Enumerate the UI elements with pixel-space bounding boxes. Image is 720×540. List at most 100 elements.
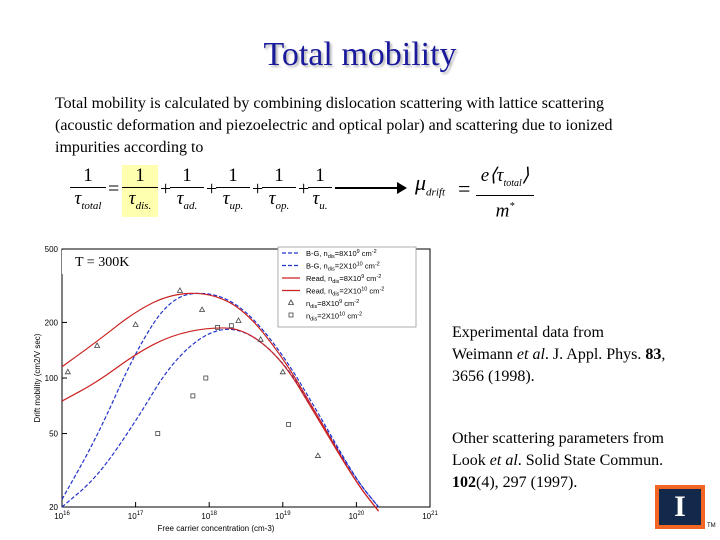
legend-box <box>277 246 417 328</box>
legend-entry-label: ndis=8X109 cm-2 <box>306 299 359 310</box>
logo-letter: I <box>674 490 686 523</box>
numerator: e⟨τtotal⟩ <box>480 165 530 189</box>
data-point-square <box>215 325 220 330</box>
tau-subscript: ad. <box>183 199 198 212</box>
legend-entry-label: ndis=2X1010 cm-2 <box>306 312 362 323</box>
data-point-triangle <box>64 368 72 375</box>
temperature-label: T = 300K <box>75 255 129 270</box>
y-tick-label: 100 <box>45 374 59 383</box>
mobility-subscript: drift <box>426 186 445 199</box>
mobility-chart: 20 50 100 200 500 1016 1017 1018 1019 1020 1021 Fre… <box>33 245 438 533</box>
slide-title: Total mobility <box>263 36 457 73</box>
data-point-square <box>190 393 196 399</box>
data-point-triangle <box>176 287 184 293</box>
data-point-triangle <box>93 342 101 348</box>
note-experimental: Experimental data from Weimann et al. J.… <box>452 322 712 388</box>
plus-sign: + <box>206 178 218 200</box>
y-tick-label: 200 <box>45 318 59 327</box>
note-parameters: Other scattering parameters from Look et… <box>452 428 712 494</box>
x-axis-label: Free carrier concentration (cm-3) <box>158 524 275 533</box>
data-point-square <box>203 375 209 381</box>
data-point-square <box>155 431 161 436</box>
tau-symbol: τ <box>268 188 276 209</box>
tau-symbol: τ <box>312 188 320 209</box>
frac-acoustic: 1 τad. <box>170 165 204 217</box>
denominator: m* <box>476 194 534 222</box>
mobility-symbol: μdrift <box>415 170 445 199</box>
equals-sign: = <box>108 178 120 200</box>
intro-paragraph: Total mobility is calculated by combinin… <box>55 95 613 156</box>
x-tick-label: 1016 <box>54 511 70 521</box>
legend-entry-label: B-G, ndis=8X109 cm-2 <box>306 249 377 260</box>
legend-entry-label: Read, ndis=8X109 cm-2 <box>306 274 381 285</box>
arrow-right-icon <box>335 182 407 194</box>
frac-dislocation: 1 τdis. <box>122 165 158 217</box>
numerator: 1 <box>182 165 192 186</box>
plus-sign: + <box>252 178 264 200</box>
data-point-triangle <box>132 321 139 327</box>
plus-sign: + <box>160 178 172 200</box>
tau-symbol: τ <box>222 188 230 209</box>
logo-block: I <box>659 489 701 525</box>
tau-subscript: total <box>81 199 102 212</box>
tau-subscript: dis. <box>135 199 152 212</box>
frac-optical: 1 τop. <box>262 165 296 217</box>
series-line-2 <box>61 292 380 512</box>
legend-entry-label: B-G, ndis=2X1010 cm-2 <box>306 262 380 273</box>
note-line: Other scattering parameters from <box>452 430 664 447</box>
tau-symbol: τ <box>74 188 82 209</box>
legend-entry-label: Read, ndis=2X1010 cm-2 <box>306 287 384 298</box>
y-tick-label: 20 <box>49 503 58 512</box>
tau-symbol: τ <box>128 188 136 209</box>
x-tick-label: 1017 <box>128 511 144 521</box>
note-line: 102(4), 297 (1997). <box>452 474 578 491</box>
x-tick-label: 1020 <box>349 511 365 521</box>
tau-symbol: τ <box>176 188 184 209</box>
series-line-1 <box>61 328 380 508</box>
denominator: τtotal <box>70 187 106 217</box>
numerator: 1 <box>274 165 284 186</box>
x-tick-label: 1018 <box>201 511 217 521</box>
note-line: Weimann et al. J. Appl. Phys. 83, <box>452 346 666 363</box>
data-point-square <box>228 323 234 329</box>
data-point-triangle <box>198 306 206 312</box>
numerator: 1 <box>228 165 238 186</box>
note-line: 3656 (1998). <box>452 368 535 385</box>
legend-swatch <box>287 299 295 305</box>
series-line-0 <box>61 292 380 508</box>
note-line: Look et al. Solid State Commun. <box>452 452 664 469</box>
tau-subscript: u. <box>319 199 328 212</box>
data-point-triangle <box>279 368 286 375</box>
plus-sign: + <box>298 178 310 200</box>
data-point-triangle <box>257 336 264 342</box>
trademark-mark: TM <box>707 523 716 529</box>
numerator: 1 <box>135 165 145 186</box>
note-line: Experimental data from <box>452 324 604 341</box>
frac-impurity: 1 τu. <box>308 165 332 217</box>
denominator: τu. <box>308 187 332 217</box>
university-logo: I TM <box>655 485 716 529</box>
temperature-label-bg <box>62 250 140 274</box>
denominator: τad. <box>170 187 204 217</box>
tau-subscript: op. <box>275 199 290 212</box>
frac-total: 1 τtotal <box>70 165 106 217</box>
equals-sign: = <box>458 176 471 201</box>
frac-piezoelectric: 1 τup. <box>216 165 250 217</box>
data-point-square <box>286 422 292 427</box>
x-tick-label: 1021 <box>422 511 438 521</box>
y-tick-label: 500 <box>45 245 59 254</box>
y-tick-label: 50 <box>49 430 58 439</box>
denominator: τup. <box>216 187 250 217</box>
y-axis-label: Drift mobility (cm2/V sec) <box>33 333 42 422</box>
legend-swatch <box>288 312 294 318</box>
mobility-fraction: e⟨τtotal⟩ m* <box>476 165 534 222</box>
series-line-3 <box>61 327 380 512</box>
data-point-triangle <box>235 317 242 323</box>
denominator: τdis. <box>122 187 158 217</box>
data-point-triangle <box>314 452 322 458</box>
tau-subscript: up. <box>229 199 244 212</box>
numerator: 1 <box>83 165 93 186</box>
x-tick-label: 1019 <box>275 511 291 521</box>
denominator: τop. <box>262 187 296 217</box>
numerator: 1 <box>315 165 325 186</box>
